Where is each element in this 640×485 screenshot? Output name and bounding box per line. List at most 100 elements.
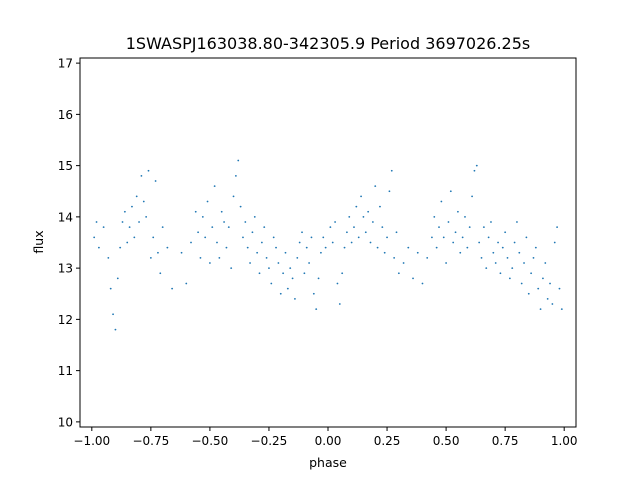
x-tick-label: 0.75 [492, 434, 519, 448]
data-point [291, 277, 294, 280]
data-point [520, 282, 523, 285]
data-point [180, 251, 183, 254]
data-point [109, 287, 112, 290]
data-point [294, 297, 296, 300]
data-point [303, 272, 306, 275]
x-tick-label: 0.00 [315, 434, 342, 448]
data-point [390, 169, 393, 172]
data-point [282, 272, 285, 275]
data-point [371, 221, 374, 223]
data-point [506, 256, 509, 259]
data-point [93, 236, 96, 239]
data-point [525, 236, 528, 239]
data-point [350, 241, 353, 244]
data-point [376, 246, 379, 249]
data-point [494, 262, 497, 264]
data-point [152, 236, 155, 239]
data-point [336, 282, 339, 285]
data-point [331, 241, 334, 244]
data-point [471, 195, 473, 198]
data-point [452, 241, 455, 244]
data-point [454, 231, 457, 234]
data-point [317, 277, 320, 280]
data-point [492, 251, 495, 254]
data-point [412, 277, 414, 280]
data-point [558, 287, 561, 290]
data-point [308, 262, 310, 264]
data-point [147, 169, 150, 172]
data-points [93, 159, 563, 331]
data-point [338, 303, 341, 305]
x-axis: −1.00 −0.75 −0.50 −0.25 0.00 0.25 0.50 0.75 1.00 [73, 427, 578, 448]
data-point [149, 256, 152, 259]
data-point [487, 236, 490, 239]
data-point [268, 267, 270, 270]
data-point [128, 226, 131, 229]
data-point [296, 256, 299, 259]
y-tick-label: 14 [58, 210, 73, 224]
data-point [407, 246, 410, 249]
data-point [121, 221, 124, 223]
y-tick-label: 17 [58, 57, 73, 71]
data-point [301, 231, 303, 234]
data-point [275, 246, 277, 249]
data-point [504, 231, 507, 234]
data-point [499, 272, 502, 275]
data-point [433, 215, 436, 218]
y-axis: 10 11 12 13 14 15 16 17 [58, 57, 80, 429]
y-axis-label: flux [31, 230, 46, 253]
data-point [213, 185, 216, 188]
data-point [497, 241, 499, 244]
y-tick-label: 13 [58, 262, 73, 276]
data-point [119, 246, 122, 249]
data-point [426, 256, 429, 259]
data-point [501, 246, 504, 249]
data-point [393, 256, 396, 259]
x-tick-label: 0.50 [433, 434, 460, 448]
data-point [209, 262, 211, 264]
y-tick-label: 15 [58, 159, 73, 173]
data-point [157, 251, 159, 254]
data-point [447, 221, 450, 223]
data-point [395, 231, 398, 234]
data-point [138, 221, 140, 223]
data-point [161, 226, 164, 229]
data-point [551, 303, 554, 305]
data-point [539, 308, 542, 311]
data-point [322, 236, 325, 239]
data-point [416, 251, 419, 254]
data-point [374, 185, 377, 188]
data-point [357, 236, 360, 239]
data-point [364, 231, 367, 234]
data-point [102, 226, 105, 229]
data-point [445, 262, 447, 264]
data-point [511, 267, 514, 270]
data-point [201, 215, 204, 218]
data-point [490, 221, 492, 223]
data-point [383, 251, 386, 254]
data-point [473, 169, 476, 172]
data-point [206, 200, 209, 203]
data-point [204, 236, 207, 239]
data-point [244, 221, 247, 223]
data-point [251, 231, 254, 234]
x-tick-label: −0.75 [132, 434, 169, 448]
data-point [508, 277, 511, 280]
data-point [225, 246, 228, 249]
data-point [277, 262, 280, 264]
data-point [312, 292, 315, 295]
data-point [542, 277, 544, 280]
data-point [485, 267, 488, 270]
data-point [388, 190, 391, 193]
data-point [279, 292, 282, 295]
data-point [159, 272, 162, 275]
data-point [402, 262, 405, 264]
data-point [199, 256, 202, 259]
data-point [457, 210, 459, 213]
data-point [220, 210, 223, 213]
data-point [256, 251, 259, 254]
data-point [197, 231, 200, 234]
y-tick-label: 11 [58, 364, 73, 378]
